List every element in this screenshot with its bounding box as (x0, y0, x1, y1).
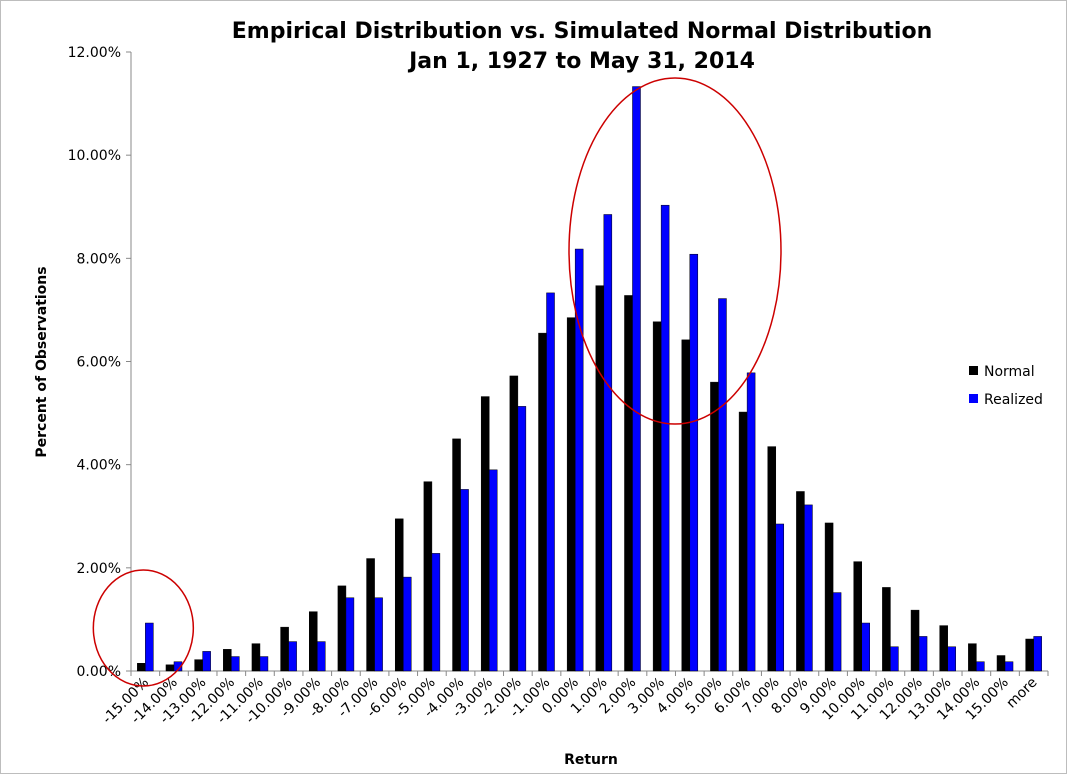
bar-normal (194, 659, 203, 672)
y-tick-label: 8.00% (77, 251, 121, 267)
bar-normal (251, 643, 261, 672)
bar-realized (660, 204, 670, 672)
bar-realized (918, 636, 928, 672)
bar-realized (460, 489, 469, 672)
bar-realized (402, 576, 412, 672)
bar-realized (976, 661, 985, 672)
bar-normal (595, 285, 605, 672)
y-axis-label: Percent of Observations (34, 266, 50, 457)
bar-normal (767, 446, 777, 672)
bar-normal (566, 317, 576, 672)
legend-swatch-realized (969, 394, 978, 403)
bar-normal (480, 396, 490, 672)
highlight-ellipse (92, 569, 195, 687)
bar-realized (517, 406, 527, 672)
x-tick-label: more (1004, 675, 1041, 712)
bar-realized (488, 469, 498, 672)
bar-realized (173, 661, 183, 672)
legend: Normal Realized (969, 364, 1043, 408)
bar-normal (939, 625, 948, 672)
bar-normal (423, 481, 433, 672)
bar-realized (890, 646, 899, 672)
bar-normal (882, 587, 891, 672)
bar-normal (624, 295, 633, 672)
bar-normal (1025, 638, 1034, 672)
bar-realized (374, 597, 383, 672)
bar-realized (145, 622, 154, 672)
bar-normal (452, 438, 461, 672)
bar-normal (337, 585, 347, 672)
bar-realized (1033, 636, 1042, 672)
bar-normal (710, 381, 719, 672)
bar-realized (746, 372, 756, 672)
bar-realized (259, 656, 269, 672)
y-tick-label: 0.00% (77, 664, 121, 680)
bar-normal (309, 611, 318, 672)
y-tick-label: 4.00% (77, 458, 121, 474)
bar-normal (165, 664, 175, 672)
y-tick-label: 2.00% (77, 561, 121, 577)
bar-realized (603, 214, 613, 672)
bar-normal (137, 663, 146, 672)
bar-realized (1004, 661, 1014, 672)
bar-normal (223, 649, 232, 672)
bar-realized (288, 641, 297, 672)
bar-realized (804, 504, 813, 672)
bar-normal (738, 411, 748, 672)
bar-normal (796, 491, 805, 672)
bar-normal (538, 332, 547, 672)
bar-normal (910, 609, 920, 672)
bar-realized (231, 656, 240, 672)
bar-realized (775, 523, 785, 672)
bar-realized (546, 292, 555, 672)
bar-realized (689, 253, 699, 672)
chart-subtitle: Jan 1, 1927 to May 31, 2014 (407, 49, 755, 74)
y-tick-label: 6.00% (77, 355, 121, 371)
bar-realized (574, 248, 584, 672)
bar-realized (202, 651, 211, 672)
bar-normal (968, 643, 977, 672)
bar-realized (317, 641, 326, 672)
bar-realized (832, 592, 842, 672)
chart-title: Empirical Distribution vs. Simulated Nor… (232, 19, 932, 44)
plot-area: 0.00%2.00%4.00%6.00%8.00%10.00%12.00%-15… (68, 45, 1049, 727)
bar-realized (947, 646, 956, 672)
bar-normal (280, 626, 289, 672)
highlight-ellipse (568, 77, 782, 425)
bar-normal (394, 518, 404, 672)
x-axis-label: Return (564, 752, 618, 768)
bar-realized (632, 86, 641, 672)
y-tick-label: 10.00% (68, 148, 121, 164)
legend-label-normal: Normal (984, 364, 1035, 380)
legend-label-realized: Realized (984, 392, 1043, 408)
bar-normal (996, 655, 1006, 672)
bar-realized (718, 298, 727, 672)
bar-normal (652, 321, 662, 672)
legend-swatch-normal (969, 366, 978, 375)
bar-normal (509, 375, 519, 672)
bar-normal (853, 561, 862, 672)
bar-realized (345, 597, 355, 672)
bar-normal (824, 522, 834, 672)
bar-realized (431, 553, 441, 672)
y-tick-label: 12.00% (68, 45, 121, 61)
bar-normal (366, 558, 375, 672)
bar-realized (861, 622, 870, 672)
bar-normal (681, 339, 691, 672)
